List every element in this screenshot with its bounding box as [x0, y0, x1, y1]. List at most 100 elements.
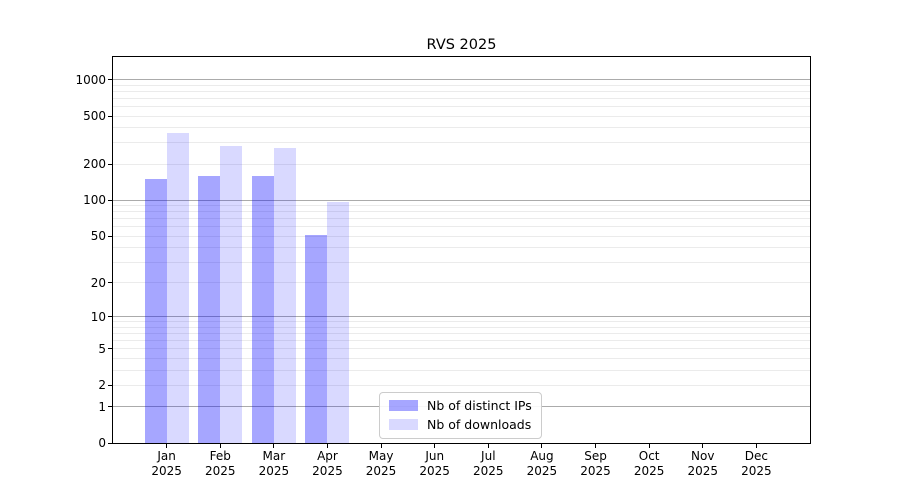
x-tick-year: 2025	[473, 464, 504, 478]
gridline-minor	[113, 127, 810, 129]
legend-label-distinct-ips: Nb of distinct IPs	[427, 398, 532, 413]
x-tick-year: 2025	[258, 464, 290, 478]
x-tick-month: Jan	[157, 449, 176, 463]
y-tick-mark	[108, 199, 112, 201]
gridline-minor	[113, 282, 810, 284]
x-tick-month: Jul	[481, 449, 496, 463]
x-tick-mark	[380, 444, 382, 448]
x-tick-label: Jul 2025	[460, 449, 516, 479]
x-tick-mark	[273, 444, 275, 448]
x-tick-label: Oct 2025	[621, 449, 677, 479]
gridline-major	[113, 316, 810, 318]
x-tick-year: 2025	[204, 464, 236, 478]
y-tick-mark	[108, 282, 112, 284]
x-tick-mark	[648, 444, 650, 448]
y-tick-label: 10	[90, 309, 106, 324]
bar-downloads	[273, 148, 296, 443]
gridline-minor	[113, 340, 810, 342]
y-tick-mark	[108, 384, 112, 386]
x-tick-label: May 2025	[353, 449, 409, 479]
gridline-minor	[113, 84, 810, 86]
y-tick-label: 500	[83, 109, 106, 124]
gridline-minor	[113, 115, 810, 117]
gridline-minor	[113, 333, 810, 335]
gridline-minor	[113, 357, 810, 359]
x-tick-year: 2025	[741, 464, 772, 478]
legend-swatch-downloads-icon	[389, 419, 418, 430]
y-tick-mark	[108, 235, 112, 237]
gridline-minor	[113, 384, 810, 386]
x-tick-label: Sep 2025	[568, 449, 624, 479]
x-tick-label: Mar 2025	[246, 449, 302, 479]
x-tick-mark	[541, 444, 543, 448]
x-tick-month: May	[368, 449, 394, 463]
y-tick-label: 50	[90, 229, 106, 244]
y-tick-label: 0	[98, 436, 106, 450]
x-tick-mark	[755, 444, 757, 448]
x-tick-year: 2025	[312, 464, 343, 478]
y-tick-mark	[108, 163, 112, 165]
x-tick-month: Sep	[584, 449, 607, 463]
y-tick-label: 100	[83, 193, 106, 208]
gridline-minor	[113, 205, 810, 207]
gridline-minor	[113, 348, 810, 350]
x-tick-month: Dec	[744, 449, 768, 463]
x-tick-label: Nov 2025	[675, 449, 731, 479]
y-tick-mark	[108, 348, 112, 350]
x-tick-month: Nov	[691, 449, 715, 463]
legend-item-distinct-ips: Nb of distinct IPs	[389, 398, 532, 413]
y-tick-label: 200	[83, 157, 106, 172]
bar-distinct-ips	[198, 175, 221, 443]
bar-downloads	[327, 201, 350, 443]
bar-downloads	[166, 132, 189, 443]
x-tick-month: Apr	[317, 449, 338, 463]
legend-item-downloads: Nb of downloads	[389, 417, 532, 432]
y-tick-mark	[108, 115, 112, 117]
gridline-minor	[113, 218, 810, 220]
x-tick-mark	[434, 444, 436, 448]
x-tick-label: Jun 2025	[407, 449, 463, 479]
x-tick-year: 2025	[151, 464, 182, 478]
y-tick-label: 5	[98, 341, 106, 356]
gridline-minor	[113, 211, 810, 213]
y-tick-label: 2	[98, 378, 106, 393]
x-tick-month: Feb	[209, 449, 231, 463]
legend: Nb of distinct IPs Nb of downloads	[379, 392, 542, 439]
bar-distinct-ips	[144, 179, 167, 443]
x-tick-label: Apr 2025	[299, 449, 355, 479]
gridline-minor	[113, 247, 810, 249]
gridline-minor	[113, 142, 810, 144]
y-tick-label: 1	[98, 399, 106, 414]
gridlines-layer	[113, 57, 810, 443]
x-tick-month: Mar	[262, 449, 286, 463]
x-tick-month: Jun	[425, 449, 445, 463]
x-tick-year: 2025	[687, 464, 719, 478]
x-tick-mark	[595, 444, 597, 448]
chart-title: RVS 2025	[426, 37, 497, 53]
plot-area	[112, 56, 811, 444]
bar-distinct-ips	[305, 235, 328, 443]
x-tick-month: Aug	[530, 449, 554, 463]
gridline-minor	[113, 326, 810, 328]
x-tick-mark	[219, 444, 221, 448]
legend-label-downloads: Nb of downloads	[427, 417, 532, 432]
legend-swatch-distinct-ips-icon	[389, 400, 418, 411]
x-tick-year: 2025	[633, 464, 665, 478]
x-tick-label: Dec 2025	[728, 449, 784, 479]
x-tick-mark	[487, 444, 489, 448]
gridline-minor	[113, 163, 810, 165]
y-tick-label: 20	[90, 275, 106, 290]
y-tick-mark	[108, 406, 112, 408]
x-tick-year: 2025	[365, 464, 397, 478]
gridline-minor	[113, 235, 810, 237]
gridline-minor	[113, 97, 810, 99]
x-tick-year: 2025	[580, 464, 611, 478]
bar-downloads	[220, 146, 243, 443]
gridline-minor	[113, 369, 810, 371]
x-tick-label: Feb 2025	[192, 449, 248, 479]
x-tick-month: Oct	[638, 449, 660, 463]
y-tick-mark	[108, 442, 112, 444]
x-tick-mark	[702, 444, 704, 448]
x-tick-label: Aug 2025	[514, 449, 570, 479]
